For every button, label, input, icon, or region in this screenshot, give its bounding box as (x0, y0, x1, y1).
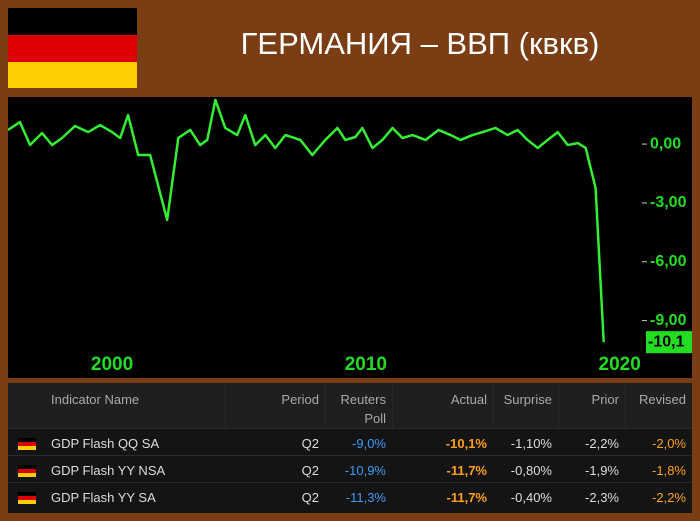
column-separator (392, 383, 393, 428)
flag-stripe (8, 62, 137, 88)
x-tick-label: 2020 (599, 354, 641, 375)
column-header: Actual (450, 392, 487, 407)
table-cell: Q2 (301, 490, 319, 505)
column-separator (493, 383, 494, 428)
flag (8, 8, 137, 88)
table-cell: -1,10% (510, 436, 552, 451)
x-tick-label: 2010 (345, 354, 387, 375)
table-cell: -2,2% (652, 490, 686, 505)
table-cell: Q2 (301, 436, 319, 451)
row-flag (18, 465, 36, 477)
table-cell: GDP Flash YY SA (51, 490, 156, 505)
flag-stripe (8, 35, 137, 62)
table-cell: -1,8% (652, 463, 686, 478)
y-tick-label: -3,00 (650, 194, 687, 211)
title: ГЕРМАНИЯ – ВВП (квкв) (240, 26, 600, 61)
table-cell: GDP Flash QQ SA (51, 436, 160, 451)
row-separator (8, 482, 692, 483)
last-value-box (646, 331, 692, 354)
x-tick-label: 2000 (91, 354, 133, 375)
table-cell: GDP Flash YY NSA (51, 463, 166, 478)
table-cell: -2,3% (585, 490, 619, 505)
row-separator (8, 428, 692, 429)
y-tick-label: 0,00 (650, 135, 681, 152)
table-cell: -11,7% (446, 490, 487, 505)
table-cell: -9,0% (352, 436, 386, 451)
table-cell: -11,7% (446, 463, 487, 478)
column-separator (225, 383, 226, 428)
table-cell: -2,0% (652, 436, 686, 451)
table-cell: Q2 (301, 463, 319, 478)
column-header: Prior (591, 392, 619, 407)
y-tick-label: -9,00 (650, 312, 687, 329)
table-cell: -0,80% (510, 463, 552, 478)
table-cell: -2,2% (585, 436, 619, 451)
flag-stripe (8, 8, 137, 35)
y-tick-label: -6,00 (650, 253, 687, 270)
row-flag (18, 492, 36, 504)
table-cell: -10,1% (445, 436, 487, 451)
column-header: Revised (639, 392, 686, 407)
table: Indicator Name Period Reuters Poll Actual Su… (8, 383, 692, 513)
column-header: Period (281, 392, 319, 407)
last-value-label: -10,1 (648, 333, 685, 350)
table-cell: -1,9% (585, 463, 619, 478)
chart: 0,00 -3,00 -6,00 -9,00 2000 2010 2020 -10,1 (8, 97, 692, 378)
column-header: Reuters Poll (340, 392, 386, 426)
line (8, 98, 605, 343)
column-header: Indicator Name (51, 392, 140, 407)
column-header: Surprise (503, 392, 552, 407)
header-bg (8, 383, 692, 428)
table-cell: -11,3% (345, 490, 386, 505)
row-flag (18, 438, 36, 450)
row-separator (8, 455, 692, 456)
column-separator (325, 383, 326, 428)
table-cell: -0,40% (510, 490, 552, 505)
table-cell: -10,9% (344, 463, 386, 478)
column-separator (558, 383, 559, 428)
column-separator (625, 383, 626, 428)
